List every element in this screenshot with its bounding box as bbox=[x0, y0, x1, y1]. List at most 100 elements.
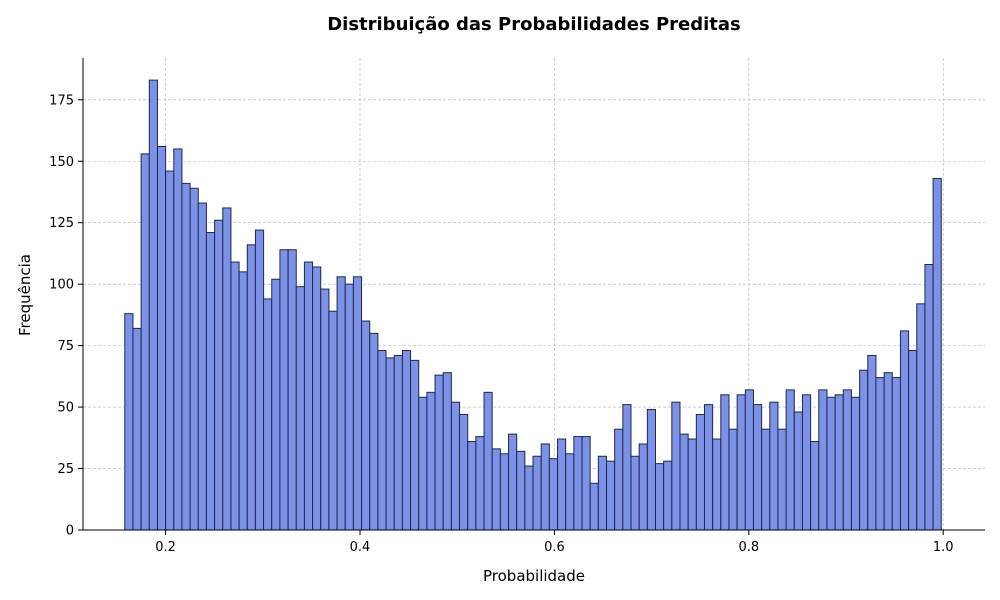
histogram-bar bbox=[434, 374, 444, 531]
histogram-bar bbox=[638, 443, 648, 531]
histogram-bar bbox=[622, 404, 632, 531]
histogram-bar bbox=[483, 391, 493, 531]
histogram-bar bbox=[720, 394, 730, 531]
y-tick-label: 0 bbox=[66, 524, 74, 539]
histogram-bar bbox=[320, 288, 330, 531]
y-tick-label: 150 bbox=[49, 155, 74, 170]
histogram-bar bbox=[850, 396, 861, 531]
histogram-bar bbox=[491, 448, 501, 531]
y-tick-label: 175 bbox=[49, 93, 74, 108]
histogram-bar bbox=[891, 377, 901, 531]
histogram-bar bbox=[614, 428, 624, 531]
histogram-bar bbox=[344, 283, 354, 531]
histogram-bar bbox=[246, 244, 256, 531]
histogram-bar bbox=[181, 182, 191, 531]
histogram-bar bbox=[254, 229, 265, 531]
histogram-bar bbox=[352, 276, 363, 531]
histogram-bar bbox=[410, 359, 420, 531]
histogram-bar bbox=[728, 428, 738, 531]
histogram-bar bbox=[328, 310, 338, 531]
histogram-bar bbox=[793, 411, 803, 531]
histogram-bar bbox=[818, 389, 828, 531]
histogram-bar bbox=[842, 389, 852, 531]
histogram-bar bbox=[777, 428, 787, 531]
histogram-bar bbox=[679, 433, 689, 531]
histogram-bar bbox=[654, 463, 665, 531]
axes: 0.2 0.4 0.6 0.8 1.0 0 25 50 75 100 125 150 175 bbox=[49, 58, 985, 555]
histogram-bar bbox=[459, 413, 469, 531]
histogram-bar bbox=[646, 409, 656, 531]
histogram-bar bbox=[875, 377, 885, 531]
y-tick-label: 100 bbox=[49, 278, 74, 293]
histogram-bar bbox=[148, 79, 158, 531]
histogram-bar bbox=[312, 266, 322, 531]
histogram-bar bbox=[630, 455, 640, 531]
histogram-bar bbox=[924, 264, 934, 531]
histogram-bar bbox=[834, 394, 844, 531]
histogram-bar bbox=[663, 460, 673, 531]
histogram-bar bbox=[279, 249, 289, 531]
histogram-bar bbox=[516, 450, 526, 531]
histogram-bar bbox=[671, 401, 681, 531]
histogram-bar bbox=[712, 438, 722, 531]
histogram-bar bbox=[385, 357, 395, 531]
histogram-bar bbox=[205, 232, 216, 531]
histogram-bar bbox=[222, 207, 232, 531]
histogram-bar bbox=[230, 261, 240, 531]
histogram-bar bbox=[736, 394, 746, 531]
histogram-bar bbox=[426, 391, 436, 531]
histogram-bar bbox=[475, 436, 485, 531]
histogram-bar bbox=[361, 320, 371, 531]
histogram-bar bbox=[173, 148, 183, 531]
histogram-bar bbox=[401, 350, 412, 531]
histogram-bar bbox=[499, 453, 510, 531]
histogram-bar bbox=[124, 313, 134, 531]
histogram-bar bbox=[532, 455, 542, 531]
x-axis-label: Probabilidade bbox=[483, 567, 585, 585]
histogram-bar bbox=[540, 443, 550, 531]
y-tick-label: 75 bbox=[57, 339, 74, 354]
histogram-bar bbox=[883, 372, 893, 531]
histogram-bar bbox=[442, 372, 452, 531]
histogram-bar bbox=[336, 276, 346, 531]
histogram-bar bbox=[687, 438, 697, 531]
histogram-bar bbox=[565, 453, 575, 531]
histogram-bar bbox=[573, 436, 583, 531]
histogram-bar bbox=[899, 330, 910, 531]
histogram-bar bbox=[197, 202, 207, 531]
chart-title: Distribuição das Probabilidades Preditas bbox=[327, 14, 741, 35]
histogram-bar bbox=[450, 401, 461, 531]
y-tick-label: 25 bbox=[57, 462, 74, 477]
histogram-bar bbox=[581, 436, 591, 531]
histogram-bar bbox=[263, 298, 273, 531]
histogram-bar bbox=[597, 455, 608, 531]
histogram-bar bbox=[867, 354, 877, 531]
histogram-bar bbox=[369, 332, 379, 531]
x-tick-label: 0.4 bbox=[350, 540, 371, 555]
histogram-bar bbox=[238, 271, 248, 531]
histogram-bar bbox=[295, 286, 305, 531]
histogram-bar bbox=[418, 396, 428, 531]
y-tick-label: 50 bbox=[57, 401, 74, 416]
histogram-bar bbox=[132, 327, 142, 531]
x-tick-label: 0.2 bbox=[155, 540, 176, 555]
histogram-bar bbox=[785, 389, 795, 531]
histogram-bar bbox=[761, 428, 771, 531]
y-axis-label: Frequência bbox=[16, 254, 34, 336]
histogram-bar bbox=[859, 369, 869, 531]
histogram-bar bbox=[810, 441, 820, 531]
histogram-bar bbox=[287, 249, 297, 531]
histogram-bar bbox=[189, 187, 199, 531]
histogram-bar bbox=[271, 278, 281, 531]
histogram-bars bbox=[124, 79, 942, 531]
histogram-bar bbox=[908, 350, 918, 531]
histogram-bar bbox=[508, 433, 518, 531]
histogram-bar bbox=[744, 389, 754, 531]
histogram-bar bbox=[826, 396, 836, 531]
histogram-bar bbox=[589, 482, 599, 531]
histogram-bar bbox=[703, 404, 714, 531]
histogram-bar bbox=[214, 219, 224, 531]
histogram-bar bbox=[769, 401, 779, 531]
histogram-bar bbox=[393, 354, 403, 531]
